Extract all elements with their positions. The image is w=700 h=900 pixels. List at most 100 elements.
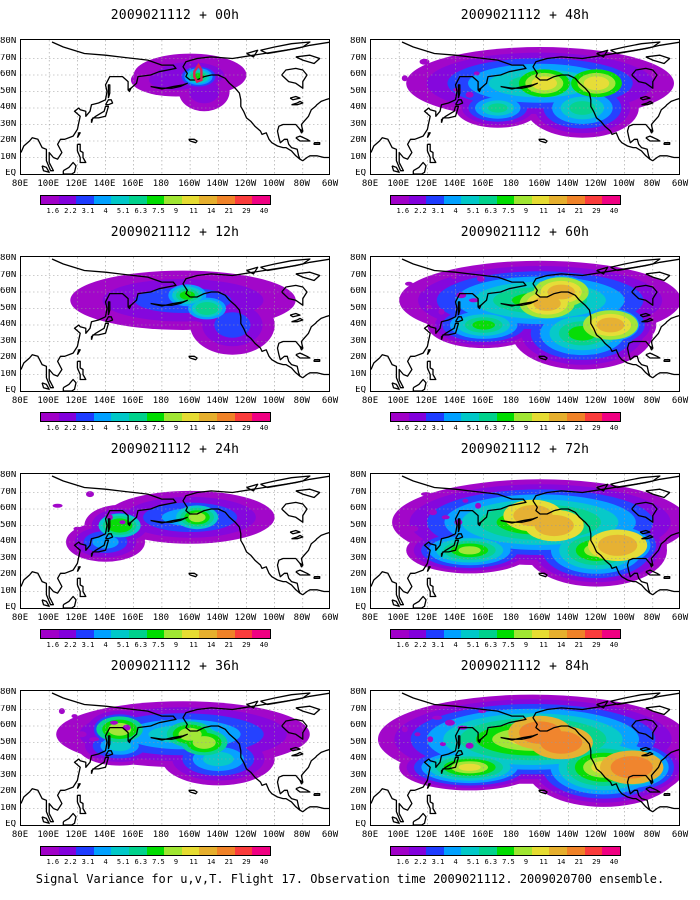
longitude-label: 100W xyxy=(262,613,285,623)
latitude-label: 70N xyxy=(350,487,366,497)
colorbar-swatch xyxy=(391,847,409,855)
coastline xyxy=(477,87,482,93)
colorbar-swatch xyxy=(199,413,217,421)
latitude-label: 30N xyxy=(0,553,16,563)
coastline xyxy=(649,128,654,134)
colorbar-label: 21 xyxy=(574,207,584,215)
variance-map xyxy=(370,39,680,175)
colorbar-label: 14 xyxy=(556,424,566,432)
latitude-label: 40N xyxy=(350,537,366,546)
coastline xyxy=(150,82,188,90)
colorbar-swatch xyxy=(234,196,253,204)
coastline xyxy=(626,98,679,160)
longitude-label: 160W xyxy=(528,396,550,406)
coastline xyxy=(62,378,77,391)
coastline xyxy=(426,360,437,381)
colorbar-label: 11 xyxy=(189,207,198,215)
colorbar-label: 1.6 xyxy=(46,424,60,432)
longitude-label: 100E xyxy=(37,179,60,189)
coastline xyxy=(127,87,132,93)
variance-contour xyxy=(106,518,133,533)
coastline xyxy=(291,751,304,757)
colorbar-swatch xyxy=(41,630,59,638)
coastline xyxy=(610,258,661,272)
coastline xyxy=(21,475,177,606)
colorbar-swatch xyxy=(531,847,550,855)
colorbar-swatch xyxy=(58,847,77,855)
longitude-label: 60W xyxy=(671,613,689,623)
colorbar-label: 2.2 xyxy=(64,207,77,215)
colorbar-label: 14 xyxy=(556,641,566,649)
coastline xyxy=(645,271,671,282)
longitude-label: 80E xyxy=(11,179,29,189)
coastline xyxy=(371,258,527,389)
colorbar-swatch xyxy=(41,196,59,204)
coastline xyxy=(426,132,431,139)
longitude-label: 160E xyxy=(471,830,494,840)
coastline xyxy=(295,135,311,142)
colorbar-swatch xyxy=(391,630,409,638)
coastline xyxy=(150,299,188,307)
colorbar-swatch xyxy=(58,413,77,421)
coastline xyxy=(182,475,329,596)
longitude-label: 60W xyxy=(321,613,339,623)
colorbar-swatch xyxy=(216,630,235,638)
colorbar-swatch xyxy=(496,196,515,204)
coastline xyxy=(645,488,671,499)
variance-contour xyxy=(465,742,474,749)
colorbar-label: 6.3 xyxy=(484,207,498,215)
colorbar-swatch xyxy=(514,196,532,204)
coastline xyxy=(313,793,321,796)
colorbar xyxy=(40,195,271,205)
latitude-label: 70N xyxy=(350,704,366,714)
latitude-label: EQ xyxy=(355,169,366,178)
coastline xyxy=(188,789,198,795)
latitude-label: 60N xyxy=(350,287,366,296)
longitude-label: 180 xyxy=(502,179,520,189)
coastline xyxy=(412,812,427,825)
coastline xyxy=(276,532,329,594)
coastline xyxy=(649,345,654,351)
coastline xyxy=(645,54,671,65)
colorbar-label: 4 xyxy=(453,207,458,215)
variance-contour xyxy=(58,708,65,715)
colorbar-swatch xyxy=(164,630,182,638)
coastline xyxy=(260,475,311,489)
forecast-panel: 2009021112 + 12h 80N 70N 60N 50N 40N 30N 20N 10N… xyxy=(0,217,350,434)
longitude-label: 120E xyxy=(415,613,438,623)
colorbar-label: 21 xyxy=(574,641,584,649)
latitude-label: 30N xyxy=(350,336,366,346)
colorbar xyxy=(40,629,271,639)
coastline xyxy=(302,155,329,162)
variance-map xyxy=(370,473,680,609)
latitude-label: 20N xyxy=(350,787,366,796)
variance-contour xyxy=(610,756,653,779)
longitude-label: 80E xyxy=(11,396,29,406)
variance-contour xyxy=(429,509,437,516)
longitude-label: 120W xyxy=(584,830,607,840)
latitude-label: 50N xyxy=(350,303,366,313)
colorbar-label: 7.5 xyxy=(502,858,515,866)
colorbar-swatch xyxy=(76,413,94,421)
colorbar-label: 9 xyxy=(523,424,529,432)
colorbar-label: 7.5 xyxy=(152,858,165,866)
colorbar-label: 9 xyxy=(173,858,179,866)
colorbar-swatch xyxy=(181,847,200,855)
coastline xyxy=(295,271,321,282)
coastline xyxy=(182,692,329,813)
coastline xyxy=(454,750,464,757)
colorbar-label: 3.1 xyxy=(81,424,95,432)
colorbar-label: 11 xyxy=(539,424,548,432)
coastline xyxy=(645,705,671,716)
figure-caption: Signal Variance for u,v,T. Flight 17. Ob… xyxy=(35,872,665,886)
coastline xyxy=(641,100,654,106)
colorbar-swatch xyxy=(93,847,112,855)
longitude-label: 100W xyxy=(612,179,635,189)
longitude-label: 80W xyxy=(293,396,310,406)
latitude-label: 10N xyxy=(0,369,16,379)
longitude-label: 120E xyxy=(65,179,88,189)
colorbar-label: 1.6 xyxy=(396,858,410,866)
coastline xyxy=(246,483,259,492)
colorbar-label: 9 xyxy=(523,641,529,649)
colorbar-swatch xyxy=(584,196,603,204)
